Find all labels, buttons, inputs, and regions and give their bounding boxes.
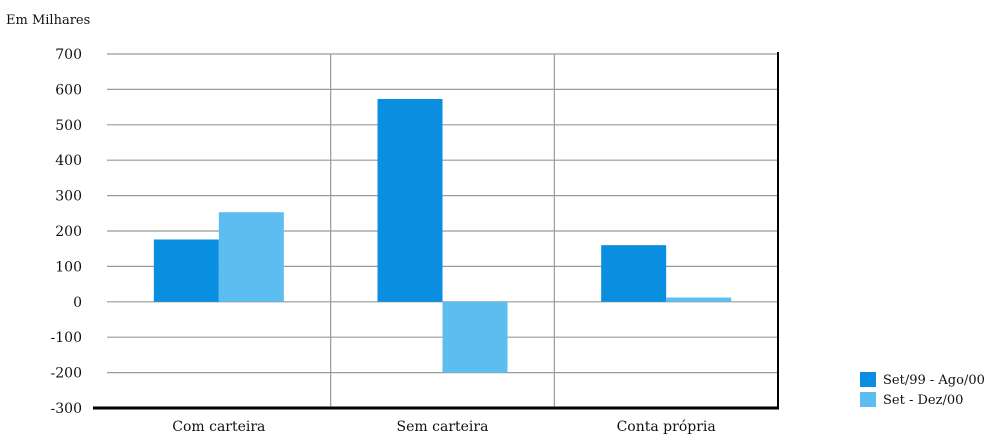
- bar-set-dez00-2: [666, 297, 732, 302]
- x-category-label: Com carteira: [172, 419, 265, 435]
- y-tick-label: 500: [55, 118, 82, 134]
- bar-set-dez00-1: [442, 301, 508, 373]
- y-tick-label: 100: [55, 259, 82, 275]
- y-tick-label: 700: [55, 47, 82, 63]
- x-axis-categories: Com carteira Sem carteira Conta própria: [172, 419, 716, 435]
- y-axis-unit-label: Em Milhares: [6, 13, 90, 28]
- legend-swatch-1: [860, 392, 876, 407]
- y-tick-label: 200: [55, 224, 82, 240]
- legend: Set/99 - Ago/00 Set - Dez/00: [860, 372, 985, 408]
- bar-set99-ago00-1: [377, 98, 443, 302]
- bar-set99-ago00-2: [601, 245, 667, 302]
- legend-label-0: Set/99 - Ago/00: [883, 373, 985, 388]
- legend-label-1: Set - Dez/00: [883, 393, 963, 408]
- y-axis-ticks: 700 600 500 400 300 200 100 0 -100 -200 -300: [51, 47, 82, 417]
- y-tick-label: 300: [55, 189, 82, 205]
- x-category-label: Sem carteira: [397, 419, 489, 435]
- bars: [153, 98, 732, 373]
- y-tick-label: 400: [55, 153, 82, 169]
- y-tick-label: -200: [51, 366, 82, 382]
- y-tick-label: 0: [73, 295, 82, 311]
- y-tick-label: 600: [55, 82, 82, 98]
- x-category-label: Conta própria: [617, 419, 716, 435]
- bar-set99-ago00-0: [153, 239, 219, 302]
- axes: [93, 52, 779, 410]
- y-tick-label: -300: [51, 401, 82, 417]
- bar-set-dez00-0: [218, 212, 284, 302]
- y-tick-label: -100: [51, 330, 82, 346]
- legend-swatch-0: [860, 372, 876, 387]
- category-separators: [330, 54, 555, 408]
